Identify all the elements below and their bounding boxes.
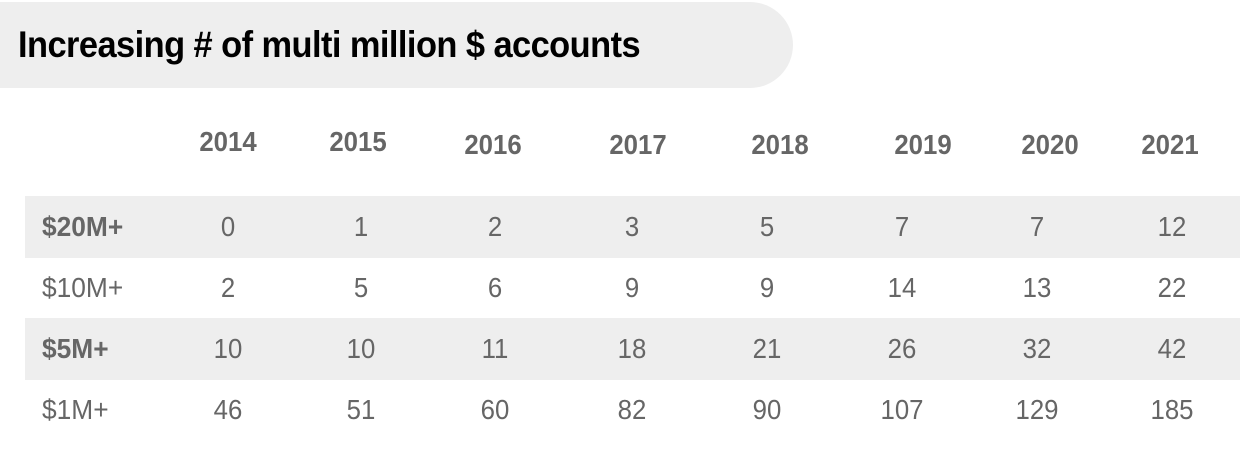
table-cell: 12 (1157, 211, 1187, 242)
column-header-2014: 2014 (199, 126, 257, 157)
table-cell: 22 (1157, 272, 1187, 303)
table-cell: 10 (346, 333, 376, 364)
page-title: Increasing # of multi million $ accounts (18, 24, 641, 65)
column-header-2021: 2021 (1141, 129, 1199, 160)
table-cell: 14 (887, 272, 917, 303)
column-header-2019: 2019 (894, 129, 952, 160)
table-cell: 9 (759, 272, 775, 303)
table-cell: 2 (220, 272, 236, 303)
table-cell: 60 (480, 394, 510, 425)
table-cell: 7 (1029, 211, 1045, 242)
table-cell: 51 (346, 394, 376, 425)
row-label: $10M+ (42, 272, 124, 303)
table-cell: 1 (353, 211, 369, 242)
table-cell: 21 (752, 333, 782, 364)
table-cell: 3 (624, 211, 640, 242)
table-cell: 185 (1150, 394, 1194, 425)
table-row-5m: $5M+ 10 10 11 18 21 26 32 42 (25, 318, 1240, 380)
table-cell: 11 (481, 333, 509, 364)
table-cell: 10 (213, 333, 243, 364)
table-cell: 26 (887, 333, 917, 364)
column-header-2018: 2018 (751, 129, 809, 160)
table-cell: 6 (487, 272, 503, 303)
table-row-1m: $1M+ 46 51 60 82 90 107 129 185 (25, 379, 1240, 441)
table-cell: 18 (617, 333, 647, 364)
table-header-row: 2014 2015 2016 2017 2018 2019 2020 2021 (0, 118, 1240, 172)
table-cell: 7 (894, 211, 910, 242)
row-label: $20M+ (42, 211, 124, 242)
table-row-20m: $20M+ 0 1 2 3 5 7 7 12 (25, 196, 1240, 258)
table-cell: 5 (353, 272, 369, 303)
row-label: $5M+ (42, 333, 109, 364)
table-cell: 42 (1157, 333, 1187, 364)
table-cell: 82 (617, 394, 647, 425)
table-cell: 90 (752, 394, 782, 425)
table-cell: 107 (880, 394, 924, 425)
column-header-2016: 2016 (464, 129, 522, 160)
row-label: $1M+ (42, 394, 109, 425)
column-header-2020: 2020 (1021, 129, 1079, 160)
table-cell: 13 (1022, 272, 1052, 303)
column-header-2017: 2017 (609, 129, 667, 160)
title-banner: Increasing # of multi million $ accounts (0, 2, 793, 88)
table-cell: 0 (220, 211, 236, 242)
table-cell: 2 (487, 211, 503, 242)
table-cell: 5 (759, 211, 775, 242)
table-row-10m: $10M+ 2 5 6 9 9 14 13 22 (25, 257, 1240, 319)
column-header-2015: 2015 (329, 126, 387, 157)
table-cell: 9 (624, 272, 640, 303)
table-cell: 129 (1015, 394, 1059, 425)
table-cell: 32 (1022, 333, 1052, 364)
table-cell: 46 (213, 394, 243, 425)
